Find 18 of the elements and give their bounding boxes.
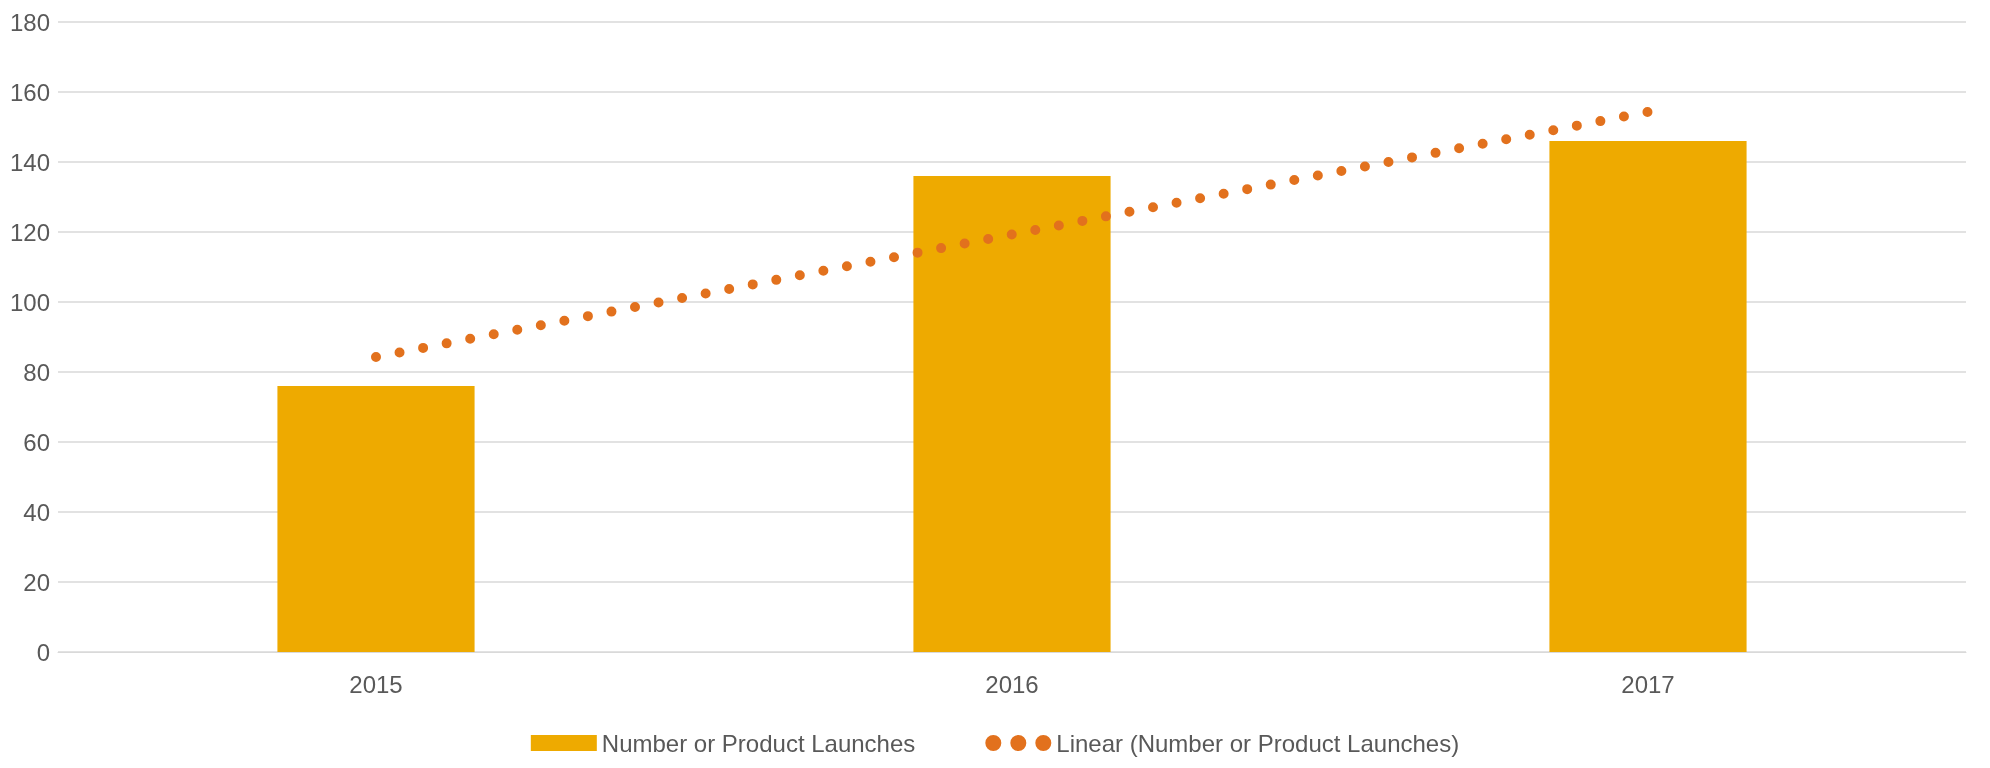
- y-tick-label: 0: [36, 638, 50, 666]
- bar: [277, 386, 475, 652]
- y-tick-label: 140: [9, 148, 50, 176]
- y-tick-label: 100: [9, 288, 50, 316]
- x-tick-label: 2017: [1621, 670, 1675, 698]
- y-tick-label: 160: [9, 78, 50, 106]
- y-tick-label: 80: [23, 358, 50, 386]
- y-tick-label: 180: [9, 8, 50, 36]
- x-tick-label: 2015: [349, 670, 403, 698]
- y-tick-label: 60: [23, 428, 50, 456]
- legend-label: Linear (Number or Product Launches): [1056, 729, 1460, 757]
- x-tick-label: 2016: [985, 670, 1039, 698]
- y-tick-label: 40: [23, 498, 50, 526]
- legend-label: Number or Product Launches: [601, 729, 916, 757]
- bar: [1549, 141, 1747, 652]
- y-tick-label: 20: [23, 568, 50, 596]
- bar: [913, 176, 1111, 652]
- y-tick-label: 120: [9, 218, 50, 246]
